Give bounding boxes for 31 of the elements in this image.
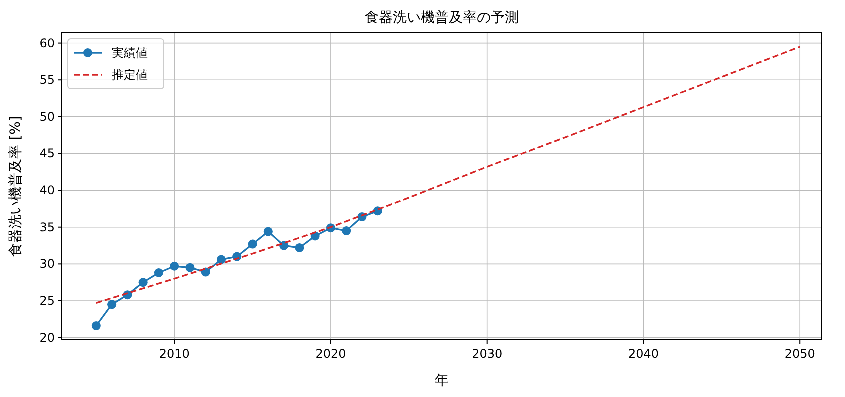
point <box>342 226 352 236</box>
x-axis-title: 年 <box>435 373 449 389</box>
line-series <box>96 46 801 304</box>
point <box>170 262 180 271</box>
point <box>138 278 148 288</box>
legend-label: 推定値 <box>112 68 148 82</box>
y-tick-label: 20 <box>40 330 55 345</box>
point <box>264 227 273 236</box>
point <box>92 322 101 331</box>
x-tick-label: 2050 <box>784 347 816 361</box>
x-tick-label: 2010 <box>159 347 190 361</box>
y-tick-label: 40 <box>40 184 55 198</box>
point <box>217 255 226 264</box>
y-tick-label: 45 <box>40 146 55 161</box>
point <box>186 263 195 272</box>
x-tick-label: 2020 <box>316 347 346 361</box>
y-tick-label: 60 <box>40 36 55 50</box>
y-axis-title: 食器洗い機普及率 [%] <box>7 116 24 257</box>
point <box>108 300 117 310</box>
y-tick-label: 35 <box>40 220 55 234</box>
chart-title: 食器洗い機普及率の予測 <box>365 9 519 26</box>
point <box>295 243 304 252</box>
point <box>248 240 258 249</box>
y-tick-label: 55 <box>40 73 55 88</box>
y-tick-label: 25 <box>40 294 55 308</box>
legend-label: 実績値 <box>112 46 148 60</box>
y-tick-label: 30 <box>40 257 55 272</box>
x-tick-label: 2030 <box>472 347 503 361</box>
y-tick-label: 50 <box>40 110 55 124</box>
point <box>154 268 164 278</box>
x-tick-label: 2040 <box>628 347 659 361</box>
